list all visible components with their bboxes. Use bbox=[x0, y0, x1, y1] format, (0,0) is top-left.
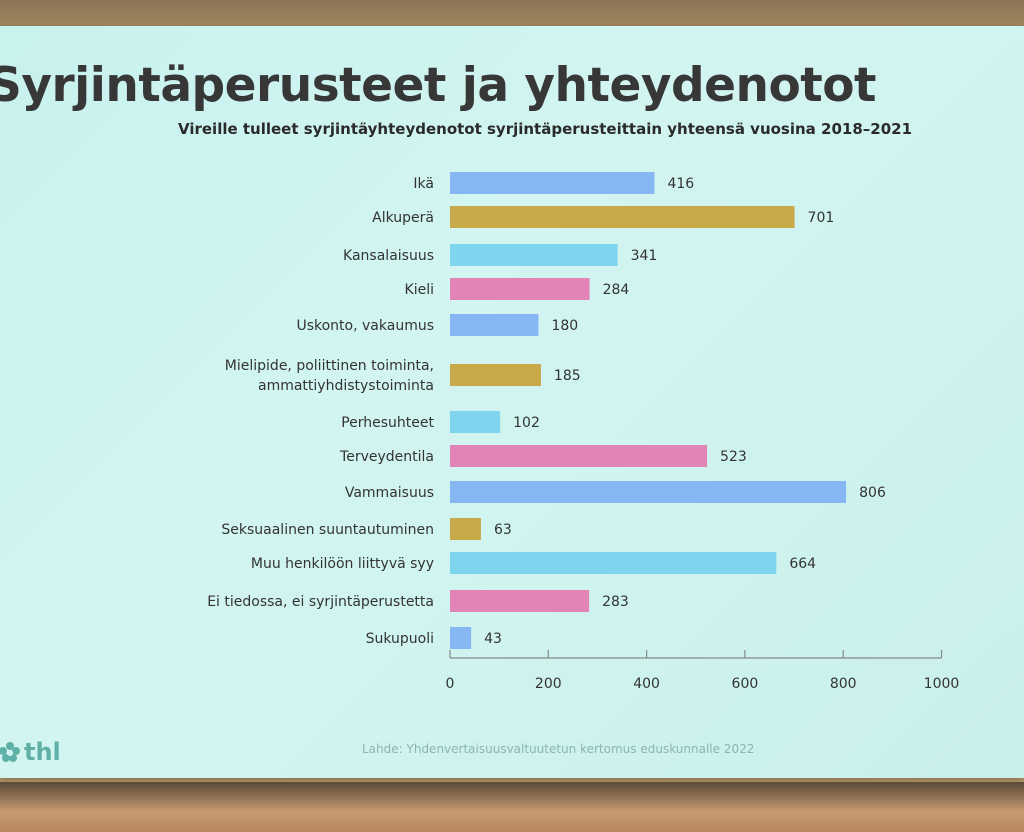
bar-11 bbox=[450, 590, 590, 612]
bar-9 bbox=[450, 518, 481, 540]
bar-value-label-6: 102 bbox=[513, 415, 540, 431]
bar-value-label-9: 63 bbox=[494, 522, 512, 538]
wall-background-bottom bbox=[0, 782, 1024, 832]
bar-value-label-12: 43 bbox=[484, 631, 502, 647]
x-tick-label-5: 1000 bbox=[924, 676, 960, 692]
category-label-0: Ikä bbox=[413, 176, 434, 192]
category-label-12: Sukupuoli bbox=[366, 631, 434, 647]
bar-6 bbox=[450, 411, 501, 433]
bar-value-label-4: 180 bbox=[551, 318, 578, 334]
bar-value-label-7: 523 bbox=[720, 449, 747, 465]
bar-3 bbox=[450, 278, 590, 300]
category-label-4: Uskonto, vakaumus bbox=[296, 318, 434, 334]
slide-title: Syrjintäperusteet ja yhteydenotot bbox=[0, 58, 876, 113]
bar-value-label-5: 185 bbox=[554, 368, 581, 384]
bar-value-label-11: 283 bbox=[602, 594, 629, 610]
category-label-1: Alkuperä bbox=[372, 210, 434, 226]
bar-2 bbox=[450, 244, 618, 266]
bar-1 bbox=[450, 206, 795, 228]
category-label-3: Kieli bbox=[405, 282, 434, 298]
x-tick-label-3: 600 bbox=[732, 676, 759, 692]
bar-chart: 416 Ikä 701 Alkuperä 341 Kansalaisuus 284 Kieli… bbox=[207, 172, 960, 692]
thl-flower-icon bbox=[0, 742, 20, 762]
x-tick-label-4: 800 bbox=[830, 676, 857, 692]
category-label-8: Vammaisuus bbox=[345, 485, 434, 501]
category-label-10: Muu henkilöön liittyvä syy bbox=[251, 556, 434, 572]
wall-background-top bbox=[0, 0, 1024, 30]
category-label-11: Ei tiedossa, ei syrjintäperustetta bbox=[207, 594, 434, 610]
thl-logo: thl bbox=[0, 738, 61, 766]
category-label-5-1: ammattiyhdistystoiminta bbox=[258, 378, 434, 394]
bar-0 bbox=[450, 172, 655, 194]
bar-5 bbox=[450, 364, 541, 386]
bar-value-label-3: 284 bbox=[603, 282, 630, 298]
category-label-7: Terveydentila bbox=[339, 449, 434, 465]
bar-12 bbox=[450, 627, 472, 649]
bar-7 bbox=[450, 445, 708, 467]
category-label-2: Kansalaisuus bbox=[343, 248, 434, 264]
bar-10 bbox=[450, 552, 777, 574]
bar-value-label-1: 701 bbox=[808, 210, 835, 226]
category-label-5-0: Mielipide, poliittinen toiminta, bbox=[225, 358, 434, 374]
source-note: Lahde: Yhdenvertaisuusvaltuutetun kertom… bbox=[362, 742, 755, 756]
category-label-6: Perhesuhteet bbox=[341, 415, 434, 431]
bar-4 bbox=[450, 314, 539, 336]
bar-value-label-2: 341 bbox=[631, 248, 658, 264]
bar-8 bbox=[450, 481, 847, 503]
chart-title: Vireille tulleet syrjintäyhteydenotot sy… bbox=[178, 120, 913, 138]
category-label-9: Seksuaalinen suuntautuminen bbox=[221, 522, 434, 538]
logo-text: thl bbox=[24, 738, 61, 766]
x-tick-label-1: 200 bbox=[535, 676, 562, 692]
bar-value-label-8: 806 bbox=[859, 485, 886, 501]
bar-value-label-0: 416 bbox=[667, 176, 694, 192]
bar-value-label-10: 664 bbox=[789, 556, 816, 572]
projector-screen: Syrjintäperusteet ja yhteydenotot Vireil… bbox=[0, 26, 1024, 778]
x-tick-label-0: 0 bbox=[446, 676, 455, 692]
x-tick-label-2: 400 bbox=[633, 676, 660, 692]
